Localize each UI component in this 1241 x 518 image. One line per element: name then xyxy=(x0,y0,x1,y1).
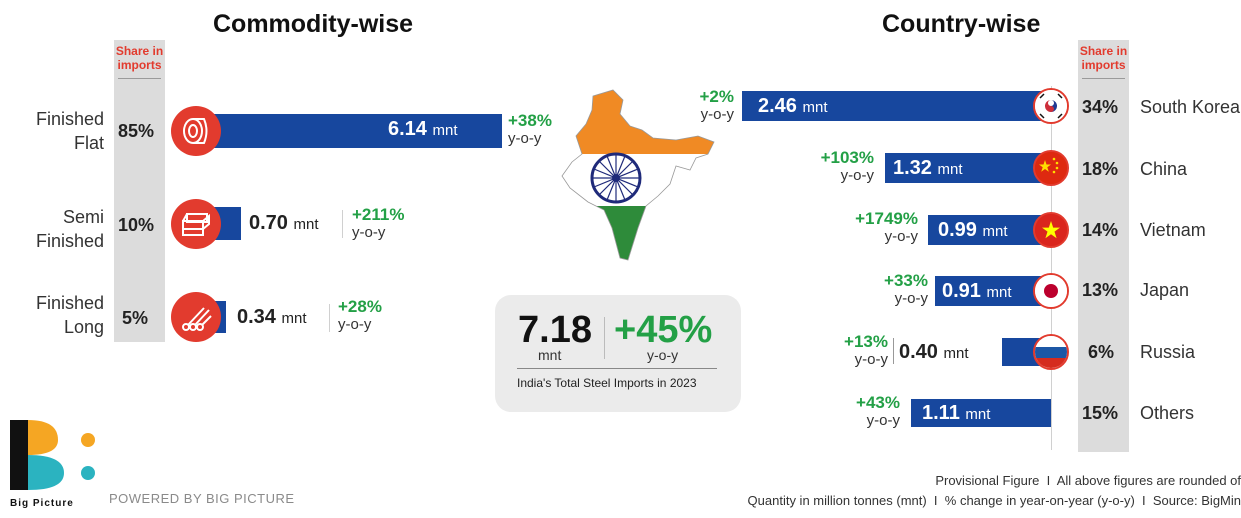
country-name: Others xyxy=(1140,403,1195,423)
yoy-percent: +38% xyxy=(508,111,552,130)
commodity-label: Finished Flat xyxy=(35,109,104,153)
commodity-bar xyxy=(196,114,502,148)
commodity-label: Semi Finished xyxy=(35,207,104,251)
country-bar xyxy=(911,399,1051,427)
yoy-percent: +43% xyxy=(856,393,900,412)
logo-text: Big Picture xyxy=(10,498,74,509)
country-name: China xyxy=(1140,159,1188,179)
yoy-percent: +28% xyxy=(338,297,382,316)
total-imports-card xyxy=(495,295,741,412)
country-name: Japan xyxy=(1140,280,1190,300)
yoy-text: y-o-y xyxy=(338,316,372,333)
yoy-text: y-o-y xyxy=(894,290,928,307)
country-share-header: Share in imports xyxy=(1079,44,1128,72)
footer-note-2: Quantity in million tonnes (mnt) I % cha… xyxy=(747,493,1241,508)
country-value: 2.46 mnt xyxy=(758,95,828,117)
china-flag-icon xyxy=(1033,150,1069,186)
country-share-value: 15% xyxy=(1082,403,1119,423)
divider xyxy=(329,304,330,332)
yoy-percent: +33% xyxy=(884,271,928,290)
country-value: 0.40 mnt xyxy=(899,341,969,363)
steel-billets-icon xyxy=(171,199,221,249)
country-name: South Korea xyxy=(1140,97,1241,117)
yoy-text: y-o-y xyxy=(508,130,542,147)
powered-by-text: POWERED BY BIG PICTURE xyxy=(109,491,295,506)
total-yoy-text: y-o-y xyxy=(647,347,679,363)
country-value: 0.91 mnt xyxy=(942,280,1012,302)
steel-coil-icon xyxy=(171,106,221,156)
yoy-percent: +211% xyxy=(352,205,405,224)
country-bar xyxy=(928,215,1051,245)
russia-flag-icon xyxy=(1033,334,1069,370)
country-share-value: 34% xyxy=(1082,97,1119,117)
south-korea-flag-icon xyxy=(1033,88,1069,124)
country-name: Vietnam xyxy=(1140,220,1206,240)
commodity-share-value: 85% xyxy=(118,121,155,141)
yoy-percent: +1749% xyxy=(855,209,918,228)
country-share-panel xyxy=(1078,40,1129,452)
divider xyxy=(1051,86,1052,450)
yoy-percent: +2% xyxy=(699,87,735,106)
commodity-value: 0.70 mnt xyxy=(249,212,319,234)
india-map-icon xyxy=(558,88,718,266)
total-unit: mnt xyxy=(538,347,562,363)
yoy-text: y-o-y xyxy=(700,106,734,123)
country-bar xyxy=(742,91,1051,121)
yoy-percent: +103% xyxy=(820,148,874,167)
divider xyxy=(342,210,343,238)
vietnam-flag-icon xyxy=(1033,212,1069,248)
yoy-text: y-o-y xyxy=(352,224,386,241)
footer-note-1: Provisional Figure I All above figures a… xyxy=(935,473,1241,488)
total-caption: India's Total Steel Imports in 2023 xyxy=(517,376,697,390)
total-yoy-percent: +45% xyxy=(614,309,713,351)
country-share-value: 18% xyxy=(1082,159,1119,179)
country-value: 1.11 mnt xyxy=(922,402,991,424)
divider xyxy=(517,368,717,369)
yoy-text: y-o-y xyxy=(840,167,874,184)
steel-rods-icon xyxy=(171,292,221,342)
country-title: Country-wise xyxy=(882,10,1041,38)
yoy-text: y-o-y xyxy=(854,351,888,368)
yoy-percent: +13% xyxy=(844,332,888,351)
commodity-share-value: 10% xyxy=(118,215,155,235)
yoy-text: y-o-y xyxy=(884,228,918,245)
commodity-label: Finished Long xyxy=(35,293,104,337)
commodity-title: Commodity-wise xyxy=(213,10,414,38)
commodity-share-header: Share in imports xyxy=(115,44,164,72)
country-name: Russia xyxy=(1140,342,1196,362)
divider xyxy=(1082,78,1125,79)
country-bar xyxy=(935,276,1051,306)
commodity-value: 6.14 mnt xyxy=(388,118,458,140)
yoy-text: y-o-y xyxy=(866,412,900,429)
divider xyxy=(118,78,161,79)
japan-flag-icon xyxy=(1033,273,1069,309)
country-share-value: 6% xyxy=(1088,342,1115,362)
country-bar xyxy=(885,153,1051,183)
divider xyxy=(893,338,894,364)
commodity-value: 0.34 mnt xyxy=(237,306,307,328)
total-value: 7.18 xyxy=(518,309,592,351)
country-share-value: 14% xyxy=(1082,220,1119,240)
country-value: 0.99 mnt xyxy=(938,219,1008,241)
commodity-share-panel xyxy=(114,40,165,342)
divider xyxy=(604,317,605,359)
country-share-value: 13% xyxy=(1082,280,1119,300)
commodity-share-value: 5% xyxy=(122,308,149,328)
big-picture-logo xyxy=(8,418,98,498)
country-value: 1.32 mnt xyxy=(893,157,963,179)
